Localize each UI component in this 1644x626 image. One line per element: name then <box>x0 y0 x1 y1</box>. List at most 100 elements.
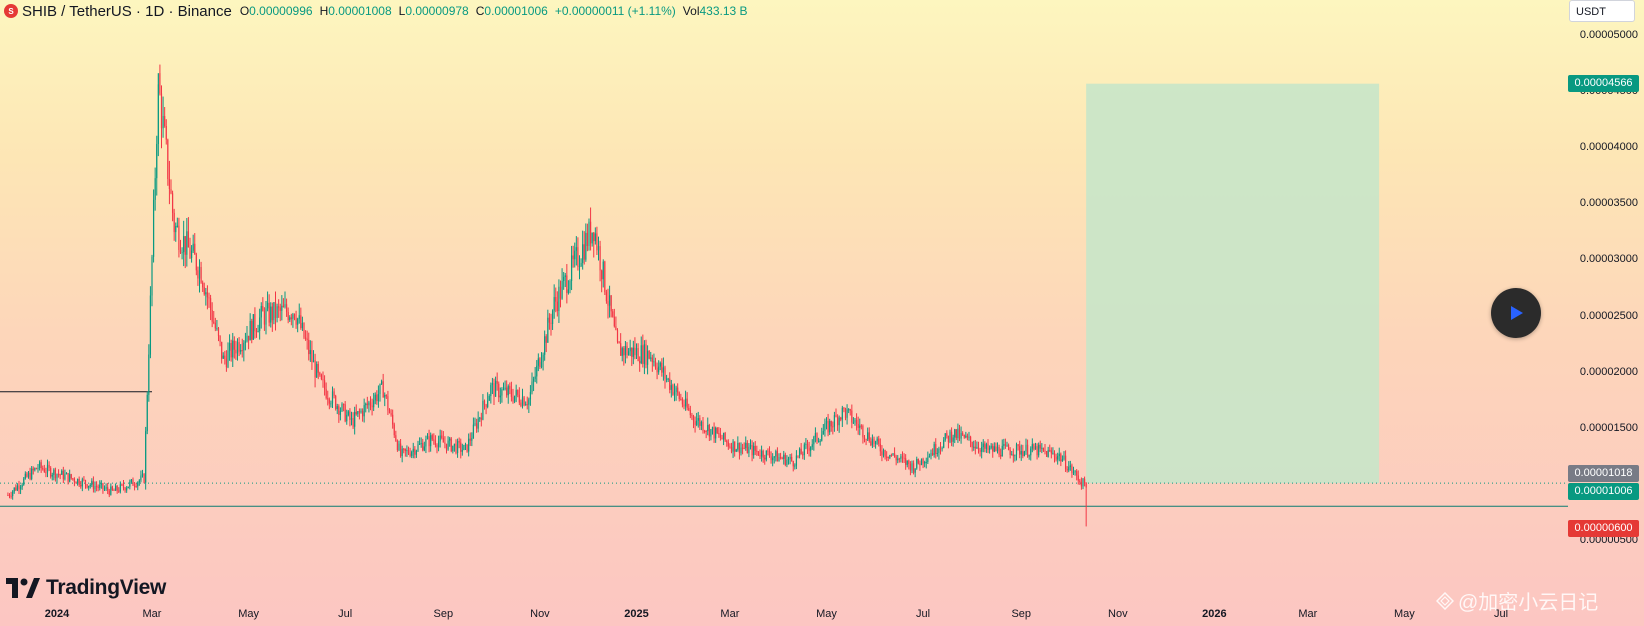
candle-body <box>792 461 794 467</box>
candle-body <box>765 450 767 460</box>
candle-body <box>479 417 481 419</box>
candle-body <box>957 428 959 438</box>
candle-body <box>612 311 614 317</box>
candle-body <box>1049 449 1051 451</box>
chart-area[interactable] <box>0 0 1568 604</box>
candle-body <box>157 73 159 144</box>
time-tick-label: Nov <box>530 608 550 620</box>
candle-body <box>893 453 896 457</box>
candle-body <box>738 442 741 454</box>
candle-body <box>1069 465 1071 467</box>
candle-body <box>35 468 38 470</box>
candle-body <box>379 383 381 395</box>
candle-body <box>772 457 774 461</box>
candle-body <box>327 398 329 400</box>
time-axis[interactable]: 2024 Mar May Jul Sep Nov 2025 Mar May Jul Sep Nov 20… <box>0 604 1568 626</box>
candle-body <box>393 424 395 436</box>
symbol-title[interactable]: SHIB / TetherUS · 1D · Binance <box>22 2 232 20</box>
candle-body <box>447 440 449 450</box>
candle-body <box>822 430 824 435</box>
candle-body <box>80 484 82 487</box>
candle-body <box>653 361 655 363</box>
candle-body <box>703 430 706 432</box>
candle-body <box>67 473 69 482</box>
candle-body <box>547 317 549 343</box>
candle-body <box>344 404 346 422</box>
candle-body <box>99 484 101 488</box>
candle-body <box>939 448 942 450</box>
candle-body <box>656 367 658 373</box>
candlestick-chart[interactable] <box>0 0 1568 604</box>
candle-body <box>328 399 330 404</box>
candle-body <box>377 394 380 402</box>
candle-body <box>469 438 471 441</box>
candle-body <box>741 447 744 449</box>
candle-body <box>608 295 611 306</box>
shib-coin-icon[interactable]: S <box>4 4 18 18</box>
candle-body <box>678 392 680 399</box>
candle-body <box>271 306 273 321</box>
tradingview-logo[interactable]: TradingView <box>6 576 166 600</box>
candle-body <box>968 436 970 438</box>
currency-selector[interactable]: USDT <box>1569 0 1635 22</box>
candle-body <box>870 441 872 446</box>
candle-body <box>670 385 672 390</box>
candle-body <box>817 440 820 442</box>
candle-body <box>203 287 205 295</box>
candle-body <box>325 389 327 399</box>
candle-body <box>917 459 919 464</box>
candle-body <box>993 446 995 452</box>
candle-body <box>1052 452 1054 454</box>
candle-body <box>78 478 80 485</box>
candle-body <box>542 354 544 362</box>
candle-body <box>249 321 251 341</box>
candle-body <box>376 394 378 402</box>
candle-body <box>472 424 475 439</box>
ohlc-change: +0.00000011 (+1.11%) <box>554 4 676 18</box>
candle-body <box>594 233 596 242</box>
candle-body <box>821 434 823 441</box>
candle-body <box>1082 478 1084 487</box>
candle-body <box>385 395 387 397</box>
candle-body <box>832 426 834 428</box>
candle-body <box>944 433 946 440</box>
candle-body <box>669 378 671 390</box>
candle-body <box>749 445 752 447</box>
candle-body <box>354 411 356 427</box>
candle-body <box>146 394 148 432</box>
candle-body <box>499 395 501 398</box>
candle-body <box>985 444 988 449</box>
candle-body <box>517 389 519 395</box>
candle-body <box>779 457 782 459</box>
candle-body <box>54 469 57 479</box>
candle-body <box>342 404 345 406</box>
candle-body <box>509 386 511 390</box>
candle-body <box>673 391 676 395</box>
time-tick-label: 2025 <box>624 608 649 620</box>
candle-body <box>841 407 843 420</box>
candle-body <box>352 417 354 427</box>
candle-body <box>494 380 497 397</box>
candle-body <box>338 406 340 415</box>
candle-body <box>273 302 275 321</box>
candle-body <box>551 310 554 324</box>
candle-body <box>643 344 646 364</box>
candle-body <box>265 308 267 325</box>
candle-body <box>882 450 885 456</box>
candle-body <box>398 443 400 451</box>
candle-body <box>646 350 649 365</box>
candle-body <box>925 461 927 463</box>
candle-body <box>297 318 299 325</box>
candle-body <box>225 358 228 368</box>
candle-body <box>971 442 973 448</box>
play-button[interactable] <box>1491 288 1541 338</box>
candle-body <box>1034 446 1037 450</box>
candle-body <box>236 342 239 354</box>
candle-body <box>773 456 775 458</box>
candle-body <box>692 416 695 422</box>
candle-body <box>575 247 577 251</box>
candle-body <box>965 435 967 438</box>
candle-body <box>360 410 362 413</box>
candle-body <box>1071 465 1073 473</box>
candle-body <box>868 432 870 442</box>
